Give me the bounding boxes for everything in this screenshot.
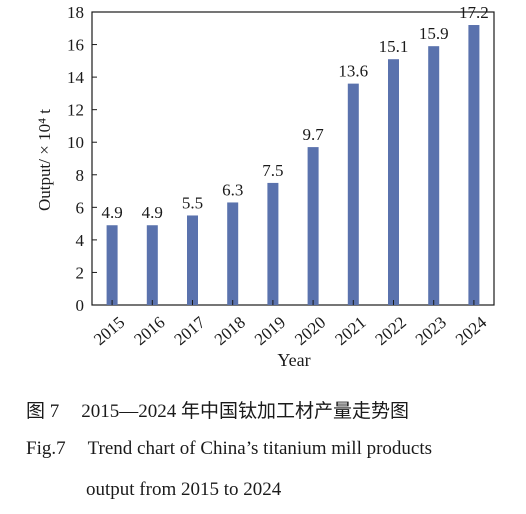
x-tick-label-2020: 2020 <box>291 313 329 349</box>
x-tick-label-2022: 2022 <box>372 313 410 349</box>
value-label-2020: 9.7 <box>302 125 324 144</box>
bar-2019 <box>267 182 279 305</box>
x-tick-label-2021: 2021 <box>331 313 369 349</box>
plot-border <box>91 11 495 306</box>
y-tick-label: 8 <box>76 166 85 185</box>
y-tick-label: 0 <box>76 296 85 315</box>
bar-2024 <box>468 25 480 306</box>
value-label-2022: 15.1 <box>379 37 409 56</box>
figure-caption-english: Fig.7 Trend chart of China’s titanium mil… <box>26 438 432 460</box>
caption-text-cn: 2015—2024 年中国钛加工材产量走势图 <box>81 401 410 422</box>
figure-number-cn: 图 7 <box>26 401 60 422</box>
y-tick-label: 2 <box>76 263 85 282</box>
y-axis-ticks: 0 2 4 6 8 10 12 14 16 18 <box>67 3 97 315</box>
bar-2020 <box>307 147 319 305</box>
x-axis-title: Year <box>277 350 310 370</box>
value-labels: 4.9 4.9 5.5 6.3 7.5 9.7 13.6 15.1 15.9 17.2 <box>101 3 488 222</box>
figure-caption-english-line2: output from 2015 to 2024 <box>86 479 281 501</box>
value-label-2018: 6.3 <box>222 180 243 199</box>
x-tick-label-2016: 2016 <box>130 313 168 349</box>
y-tick-label: 4 <box>76 231 85 250</box>
y-tick-label: 14 <box>67 68 85 87</box>
figure-caption-chinese: 图 7 2015—2024 年中国钛加工材产量走势图 <box>26 396 409 423</box>
x-tick-label-2017: 2017 <box>171 312 210 349</box>
x-tick-label-2023: 2023 <box>412 313 450 349</box>
bar-2015 <box>106 225 118 305</box>
y-tick-label: 16 <box>67 36 84 55</box>
value-label-2021: 13.6 <box>338 62 368 81</box>
plot-frame <box>91 11 495 306</box>
bar-2017 <box>187 215 198 305</box>
bar-2021 <box>347 83 359 305</box>
x-tick-label-2015: 2015 <box>90 313 128 349</box>
y-tick-label: 6 <box>76 198 85 217</box>
y-tick-label: 12 <box>67 101 84 120</box>
y-tick-label: 10 <box>67 133 84 152</box>
x-tick-label-2018: 2018 <box>211 313 249 349</box>
value-label-2017: 5.5 <box>182 193 203 212</box>
x-tick-label-2024: 2024 <box>452 312 491 349</box>
value-label-2019: 7.5 <box>262 161 283 180</box>
value-label-2023: 15.9 <box>419 24 449 43</box>
bars <box>106 25 480 306</box>
bar-chart: 0 2 4 6 8 10 12 14 16 18 4.9 4.9 5.5 6.3 7.5 9.7 13.6 15… <box>35 3 495 370</box>
x-tick-label-2019: 2019 <box>251 313 289 349</box>
figure-number-en: Fig.7 <box>26 438 66 459</box>
value-label-2016: 4.9 <box>142 203 163 222</box>
bar-2018 <box>227 202 239 305</box>
bar-2022 <box>388 59 399 306</box>
y-tick-label: 18 <box>67 3 84 22</box>
caption-text-en-line2: output from 2015 to 2024 <box>86 479 282 500</box>
y-axis-title: Output/ × 10⁴ t <box>35 109 54 211</box>
bar-2016 <box>146 225 158 305</box>
caption-text-en-line1: Trend chart of China’s titanium mill pro… <box>87 438 433 459</box>
bar-2023 <box>428 46 440 305</box>
value-label-2015: 4.9 <box>101 203 122 222</box>
value-label-2024: 17.2 <box>459 3 489 22</box>
x-axis-tick-labels: 2015 2016 2017 2018 2019 2020 2021 2022 2023 2024 <box>90 300 491 349</box>
